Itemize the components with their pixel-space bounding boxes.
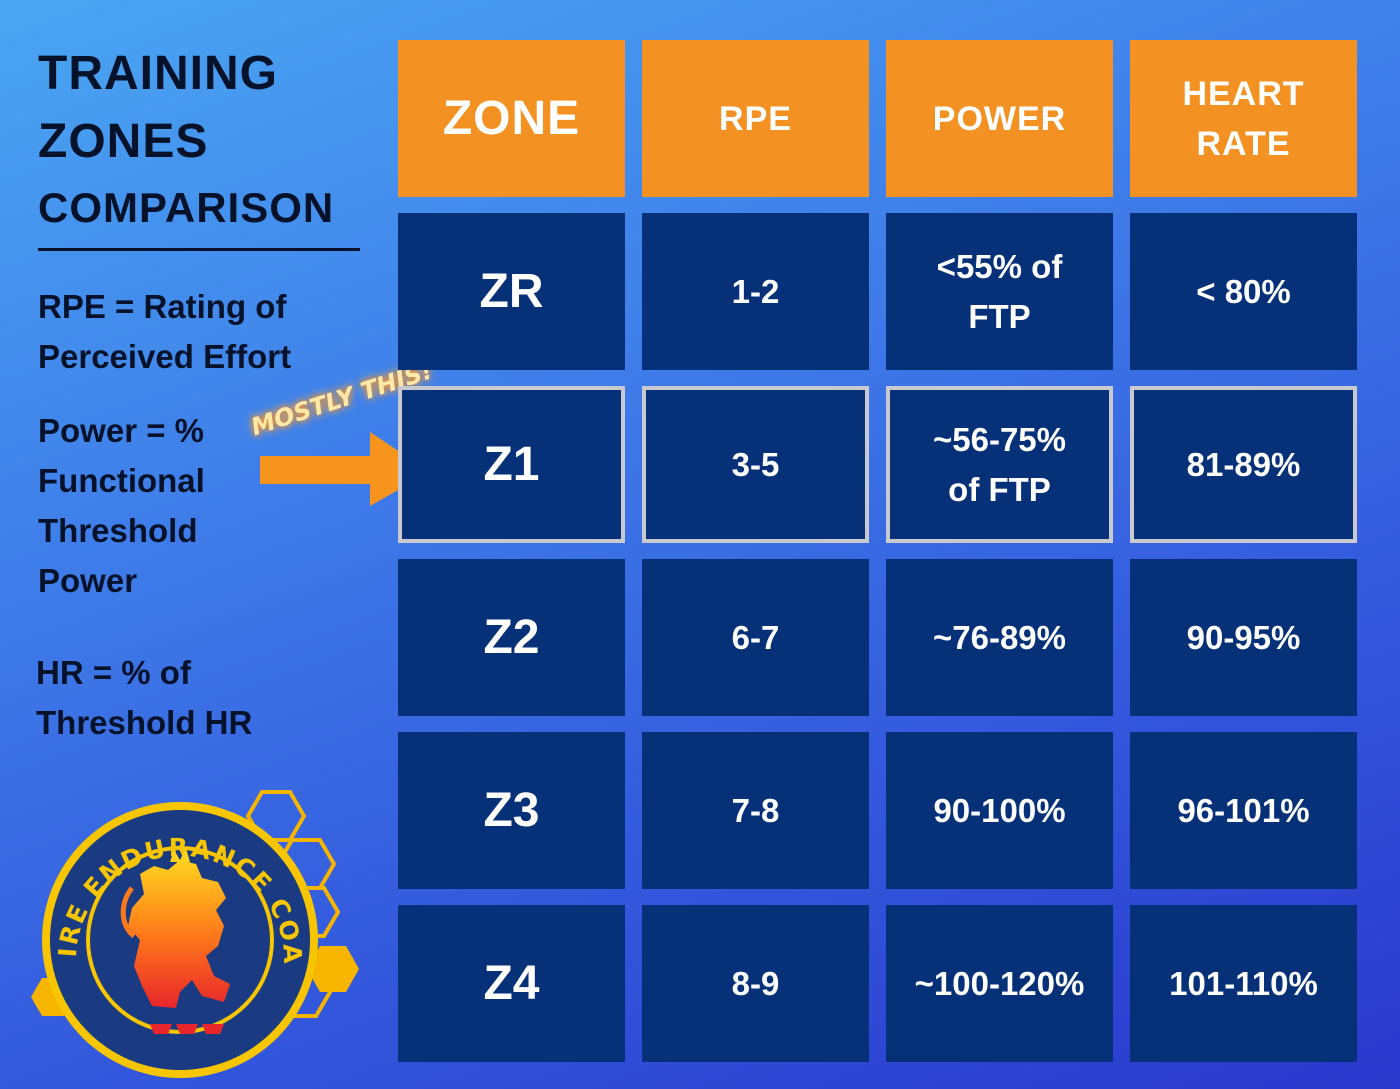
header-zone: ZONE (398, 40, 625, 197)
legend-hr-line: HR = % of (36, 654, 191, 691)
cell-rpe: 1-2 (642, 213, 869, 370)
cell-rpe: 6-7 (642, 559, 869, 716)
cell-zone-z4: Z4 (398, 905, 625, 1062)
cell-power: ~56-75% of FTP (886, 386, 1113, 543)
legend-rpe-line: RPE = Rating of (38, 288, 287, 325)
cell-power: ~76-89% (886, 559, 1113, 716)
header-power: POWER (886, 40, 1113, 197)
cell-power: 90-100% (886, 732, 1113, 889)
cell-power: ~100-120% (886, 905, 1113, 1062)
cell-zone-z3: Z3 (398, 732, 625, 889)
legend-rpe: RPE = Rating of Perceived Effort (38, 282, 368, 382)
legend-power-line: Power = % (38, 412, 204, 449)
cell-rpe: 3-5 (642, 386, 869, 543)
cell-heart-rate: 101-110% (1130, 905, 1357, 1062)
cell-zone-z1: Z1 (398, 386, 625, 543)
cell-heart-rate: 96-101% (1130, 732, 1357, 889)
title-line: TRAINING (38, 47, 278, 100)
title-line: ZONES (38, 115, 209, 168)
legend-power-line: Power (38, 562, 138, 599)
cell-rpe: 7-8 (642, 732, 869, 889)
legend-hr: HR = % of Threshold HR (36, 648, 366, 748)
legend-power-line: Functional (38, 462, 205, 499)
cell-power: <55% of FTP (886, 213, 1113, 370)
cell-heart-rate: 90-95% (1130, 559, 1357, 716)
arrow-right-icon (260, 432, 430, 506)
mostly-this-annotation: MOSTLY THIS! (248, 356, 438, 510)
title-line: COMPARISON (38, 184, 335, 231)
cell-zone-zr: ZR (398, 213, 625, 370)
page-title: TRAINING ZONES COMPARISON (38, 40, 368, 240)
legend-power-line: Threshold (38, 512, 198, 549)
header-rpe: RPE (642, 40, 869, 197)
cell-heart-rate: < 80% (1130, 213, 1357, 370)
cell-rpe: 8-9 (642, 905, 869, 1062)
cell-heart-rate: 81-89% (1130, 386, 1357, 543)
campfire-endurance-coaching-logo: CAMPFIRE ENDURANCE COACHING (20, 770, 359, 1078)
legend-power: Power = % Functional Threshold Power (38, 406, 268, 606)
legend-hr-line: Threshold HR (36, 704, 253, 741)
header-heart-rate: HEART RATE (1130, 40, 1357, 197)
legend-rpe-line: Perceived Effort (38, 338, 292, 375)
title-divider (38, 248, 360, 251)
cell-zone-z2: Z2 (398, 559, 625, 716)
